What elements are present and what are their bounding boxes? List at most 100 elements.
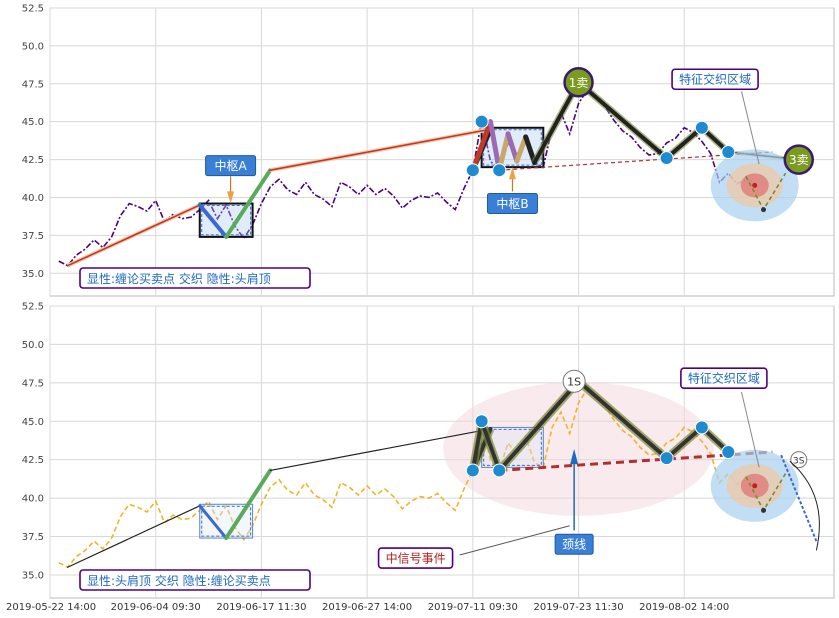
annotation-label: 特征交织区域 [688,371,760,386]
bi-segment [269,428,492,472]
y-tick-label: 47.5 [22,79,44,90]
bi-segment [224,168,273,239]
annotation-label: 中枢B [496,196,528,211]
neckline-pointer-head [570,448,579,465]
zhongshu-inner [483,428,542,466]
y-tick-label: 35.0 [22,269,44,280]
caption-label: 显性:缠论买卖点 交织 隐性:头肩顶 [87,271,271,286]
bi-segment [532,80,581,165]
neckline [499,151,773,171]
trend-arrow [780,454,818,542]
signal-marker [790,451,808,469]
price-line [58,387,755,569]
bi-segment [269,128,492,171]
bi-segment [197,203,229,239]
bi-segment [514,134,529,164]
signal-marker [562,369,586,393]
pivot-dot [659,151,674,166]
projection-dot [761,507,767,513]
signal-label: 3卖 [789,153,809,167]
pivot-dot [694,420,709,435]
y-tick-label: 50.0 [22,41,44,52]
signal-label: 1卖 [569,76,589,90]
annotation-box [554,533,594,555]
trend-arc [789,460,820,551]
annotation-box [205,155,257,177]
zhongshu-inner [201,505,252,537]
y-tick-label: 50.0 [22,340,44,351]
bi-segment [198,504,228,540]
pivot-dot [694,120,709,135]
y-tick-label: 52.5 [22,302,44,313]
signal-marker [783,144,815,175]
caption-box [79,267,311,289]
bi-segment [576,379,669,461]
x-tick-label: 2019-06-27 14:00 [322,602,412,613]
x-tick-label: 2019-06-17 11:30 [216,602,306,613]
zone-pointer [741,391,760,468]
projection-dot [761,207,767,213]
y-tick-label: 40.0 [22,494,44,505]
y-tick-label: 42.5 [22,155,44,166]
top-panel: 35.0 37.5 40.0 42.5 45.0 47.5 50.0 52.5 1卖 3卖 中枢A 中… [22,4,835,297]
bi-segment [487,119,502,173]
signal-label: 1S [567,375,581,388]
bi-segment [470,419,484,473]
bi-segment [664,425,704,461]
bi-segment [470,119,493,173]
signal-zone-dot [752,182,758,188]
zone-pointer [741,91,760,165]
pivot-dot [721,445,736,459]
signal-marker [563,67,594,98]
x-tick-label: 2019-05-22 14:00 [6,602,96,613]
x-tick-label: 2019-08-02 14:00 [639,602,729,613]
annotation-label: 颈线 [562,538,586,552]
pivot-dot [474,414,489,429]
annotation-label: 中信号事件 [386,551,446,566]
signal-label: 3S [793,457,805,467]
y-tick-label: 52.5 [22,4,44,15]
y-tick-label: 47.5 [22,378,44,389]
y-tick-label: 40.0 [22,193,44,204]
caption-label: 显性:头肩顶 交织 隐性:缠论买卖点 [87,573,271,588]
bottom-panel: 35.0 37.5 40.0 42.5 45.0 47.5 50.0 52.5 1S 3S 颈线中信… [22,302,835,599]
bi-segment [664,125,704,161]
y-tick-label: 42.5 [22,455,44,466]
annotation-box [377,547,454,569]
bi-segment [479,419,502,473]
bi-segment [66,204,201,267]
bi-segment [67,505,201,568]
pivot-dot [474,114,489,129]
annotation-box [671,68,759,91]
bi-segment [576,80,669,161]
bi-segment [224,468,273,541]
y-tick-label: 45.0 [22,417,44,428]
pivot-dot [465,163,480,178]
pivot-dot [659,451,674,466]
pivot-dot [721,145,736,159]
x-tick-label: 2019-07-11 09:30 [428,602,518,613]
pivot-dot [465,463,480,478]
pivot-dot [492,163,507,178]
plot-frame [49,7,835,297]
annotation-label: 中枢A [214,158,247,173]
price-line [58,88,755,267]
x-axis: 2019-05-22 14:00 2019-06-04 09:30 2019-06-… [6,602,729,613]
y-tick-label: 45.0 [22,117,44,128]
y-tick-label: 35.0 [22,570,44,581]
pivot-dot [492,463,507,478]
x-tick-label: 2019-06-04 09:30 [111,602,201,613]
y-tick-label: 37.5 [22,532,44,543]
event-pointer [459,525,570,556]
y-tick-label: 37.5 [22,231,44,242]
zhongshu-pointer-head [508,167,516,180]
annotation-label: 特征交织区域 [679,72,751,87]
bi-segment [505,131,520,164]
annotation-box [486,193,538,215]
bi-segment [497,379,581,473]
signal-zone-dot [752,483,758,489]
annotation-box [680,367,768,390]
x-tick-label: 2019-07-23 11:30 [533,602,623,613]
pattern-region [443,381,714,516]
